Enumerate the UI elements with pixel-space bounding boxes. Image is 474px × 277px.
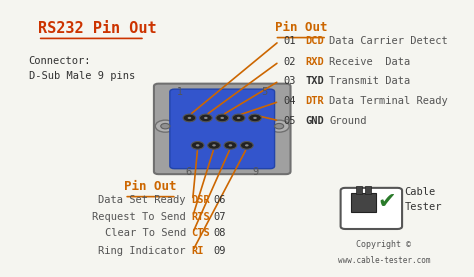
Circle shape: [220, 117, 224, 119]
Text: www.cable-tester.com: www.cable-tester.com: [337, 257, 430, 265]
Text: TXD: TXD: [306, 76, 324, 86]
Circle shape: [237, 117, 240, 119]
Circle shape: [249, 114, 261, 122]
FancyBboxPatch shape: [170, 89, 274, 169]
Circle shape: [183, 114, 196, 122]
Circle shape: [204, 117, 208, 119]
Text: RXD: RXD: [306, 57, 324, 67]
Text: 5: 5: [261, 87, 267, 98]
Circle shape: [216, 114, 228, 122]
Circle shape: [228, 144, 232, 147]
Circle shape: [224, 142, 237, 149]
Text: DCD: DCD: [306, 36, 324, 46]
Text: RI: RI: [191, 246, 204, 256]
Text: 09: 09: [214, 246, 226, 256]
Text: Data Carrier Detect: Data Carrier Detect: [329, 36, 448, 46]
Circle shape: [196, 144, 200, 147]
Text: 06: 06: [214, 195, 226, 205]
Text: DTR: DTR: [306, 96, 324, 106]
Circle shape: [274, 124, 284, 129]
Circle shape: [240, 142, 253, 149]
Text: Ring Indicator: Ring Indicator: [98, 246, 186, 256]
Text: 9: 9: [253, 167, 259, 177]
Text: 07: 07: [214, 212, 226, 222]
Text: Pin Out: Pin Out: [124, 179, 177, 193]
Text: RTS: RTS: [191, 212, 210, 222]
Text: CTS: CTS: [191, 228, 210, 238]
Circle shape: [191, 142, 204, 149]
Text: Request To Send: Request To Send: [92, 212, 186, 222]
Text: Clear To Send: Clear To Send: [105, 228, 186, 238]
Circle shape: [212, 144, 216, 147]
Circle shape: [188, 117, 191, 119]
Text: 6: 6: [185, 167, 191, 177]
Text: 05: 05: [284, 116, 296, 126]
Circle shape: [161, 124, 170, 129]
Text: Connector:
D-Sub Male 9 pins: Connector: D-Sub Male 9 pins: [29, 56, 135, 81]
Circle shape: [269, 120, 289, 132]
Text: ✔: ✔: [378, 192, 396, 212]
Text: 02: 02: [284, 57, 296, 67]
Text: Cable: Cable: [404, 187, 436, 197]
Text: 1: 1: [177, 87, 183, 98]
FancyBboxPatch shape: [356, 186, 362, 194]
Text: Pin Out: Pin Out: [274, 20, 327, 34]
Text: Receive  Data: Receive Data: [329, 57, 410, 67]
FancyBboxPatch shape: [341, 188, 402, 229]
Text: Copyright ©: Copyright ©: [356, 240, 411, 249]
Text: 08: 08: [214, 228, 226, 238]
Circle shape: [155, 120, 175, 132]
Text: 01: 01: [284, 36, 296, 46]
FancyBboxPatch shape: [154, 84, 291, 174]
FancyBboxPatch shape: [351, 193, 376, 212]
Text: Data Set Ready: Data Set Ready: [98, 195, 186, 205]
Text: DSR: DSR: [191, 195, 210, 205]
Text: Tester: Tester: [404, 202, 442, 212]
Text: Ground: Ground: [329, 116, 367, 126]
Circle shape: [253, 117, 257, 119]
Text: Data Terminal Ready: Data Terminal Ready: [329, 96, 448, 106]
Circle shape: [245, 144, 249, 147]
Text: GND: GND: [306, 116, 324, 126]
FancyBboxPatch shape: [365, 186, 371, 194]
Circle shape: [208, 142, 220, 149]
Text: RS232 Pin Out: RS232 Pin Out: [38, 20, 156, 35]
Circle shape: [200, 114, 212, 122]
Text: 03: 03: [284, 76, 296, 86]
Text: 04: 04: [284, 96, 296, 106]
Circle shape: [232, 114, 245, 122]
Text: Transmit Data: Transmit Data: [329, 76, 410, 86]
